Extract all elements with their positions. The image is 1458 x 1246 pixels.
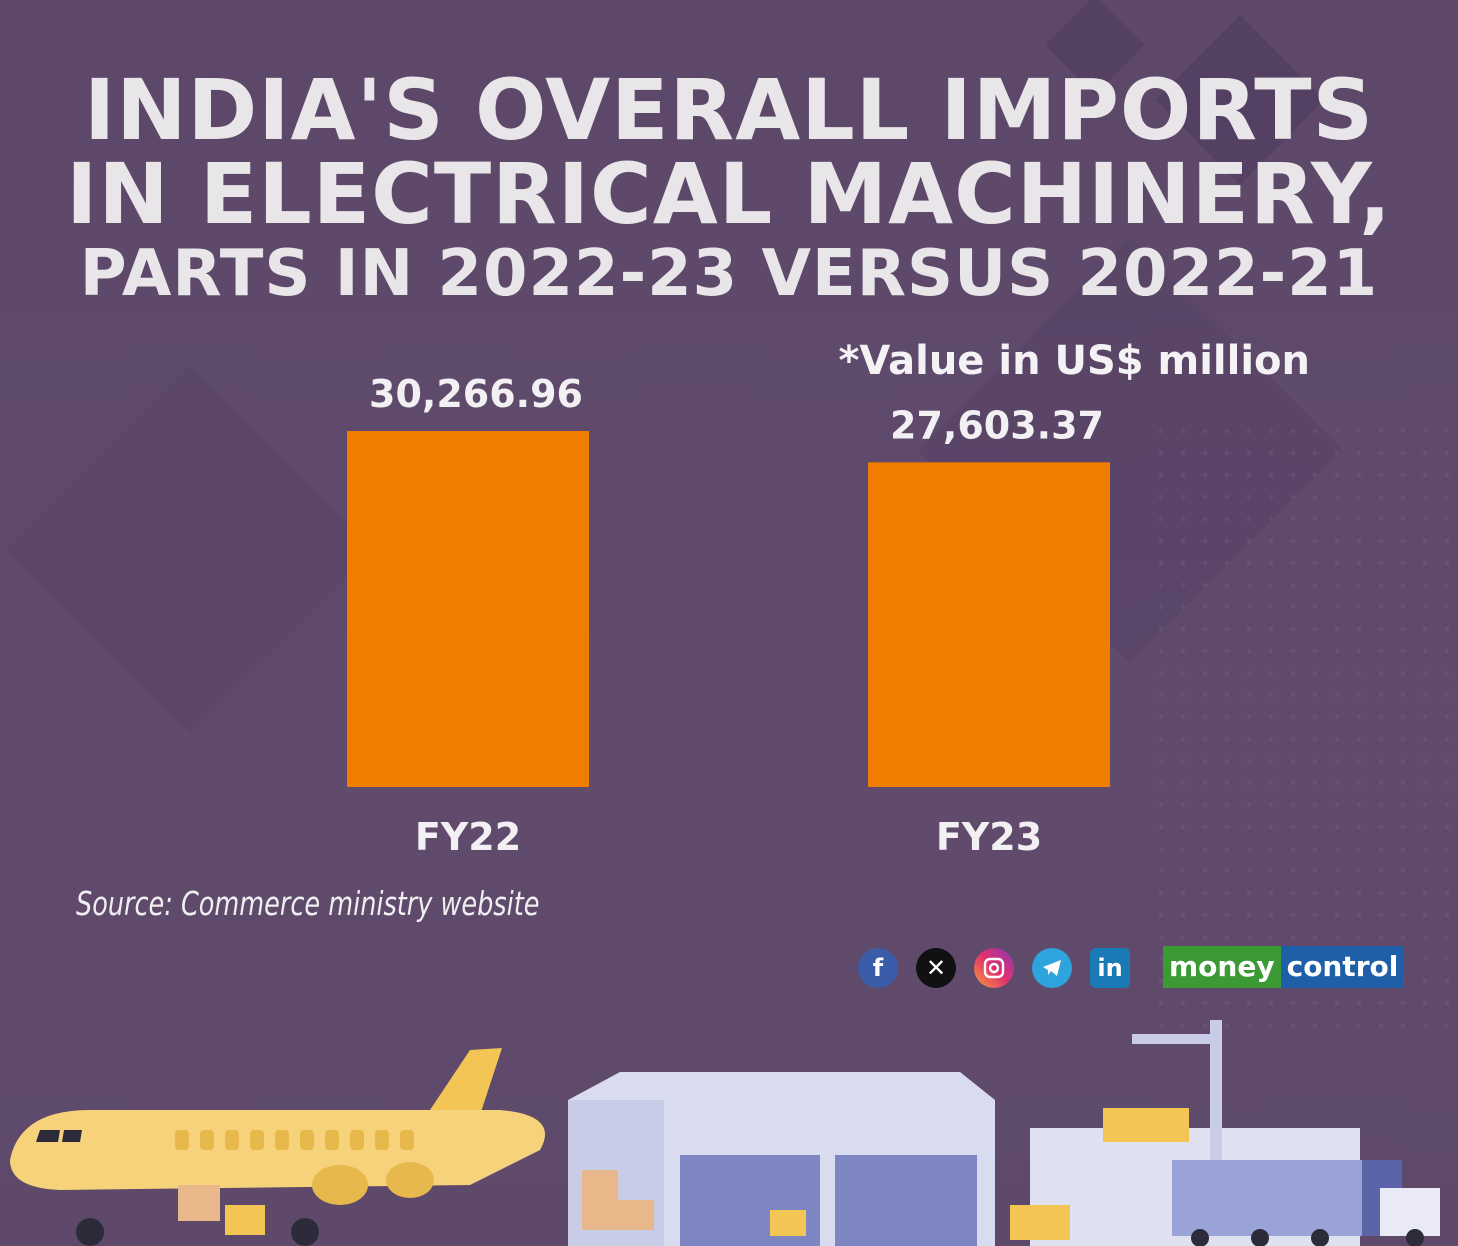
- source-note: Source: Commerce ministry website: [76, 884, 540, 923]
- social-icons: f ✕ in: [858, 948, 1130, 988]
- x-icon[interactable]: ✕: [916, 948, 956, 988]
- linkedin-icon[interactable]: in: [1090, 948, 1130, 988]
- logo-part-2: control: [1280, 946, 1405, 988]
- bar-fy23: [868, 462, 1110, 787]
- category-label-fy22: FY22: [415, 815, 521, 859]
- facebook-icon[interactable]: f: [858, 948, 898, 988]
- bar-chart: 30,266.96 FY22 27,603.37 FY23: [347, 372, 1110, 859]
- telegram-icon[interactable]: [1032, 948, 1072, 988]
- title-line-3: PARTS IN 2022-23 VERSUS 2022-21: [79, 237, 1379, 311]
- logistics-illustration: [10, 1020, 1440, 1246]
- category-label-fy23: FY23: [936, 815, 1042, 859]
- warehouse-illustration: [568, 1072, 995, 1246]
- value-label-fy22: 30,266.96: [369, 372, 583, 416]
- airplane-illustration: [10, 1048, 545, 1246]
- telegram-glyph: [1043, 960, 1061, 976]
- instagram-glyph: [983, 957, 1005, 979]
- truck-illustration: [1010, 1020, 1440, 1246]
- background-dots: [1150, 420, 1450, 1040]
- instagram-icon[interactable]: [974, 948, 1014, 988]
- moneycontrol-logo: money control: [1163, 946, 1405, 988]
- bar-fy22: [347, 431, 589, 787]
- title-line-1: INDIA'S OVERALL IMPORTS: [83, 61, 1375, 159]
- value-label-fy23: 27,603.37: [890, 403, 1104, 447]
- title-line-2: IN ELECTRICAL MACHINERY,: [66, 145, 1392, 243]
- unit-note: *Value in US$ million: [838, 338, 1310, 384]
- logo-part-1: money: [1163, 946, 1281, 988]
